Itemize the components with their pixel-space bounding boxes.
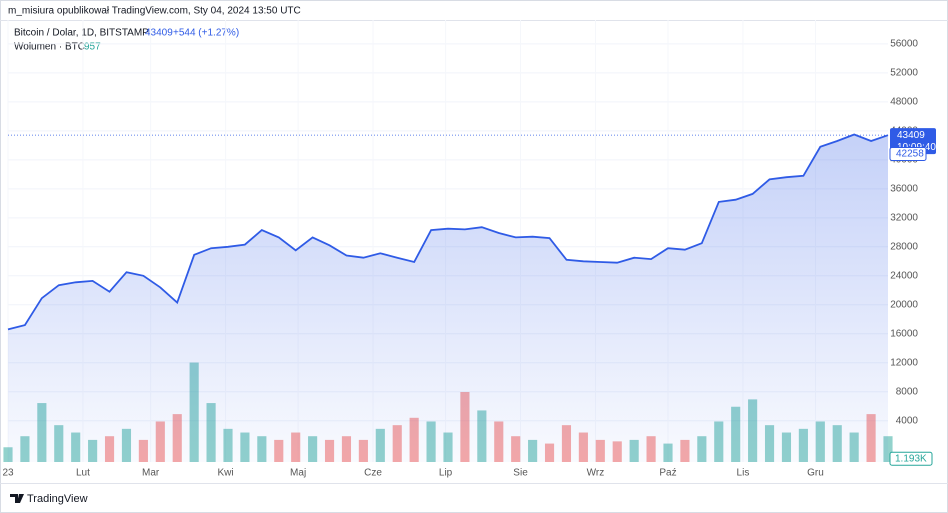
header: m_misiura opublikował TradingView.com, S… (8, 6, 301, 17)
x-tick-label: Gru (807, 468, 824, 479)
price-area (8, 134, 888, 462)
last-price-label: 43409 (897, 130, 925, 141)
y-tick-label: 48000 (890, 97, 918, 108)
y-tick-label: 16000 (890, 328, 918, 339)
x-tick-label: Lis (737, 468, 750, 479)
x-tick-label: Maj (290, 468, 306, 479)
volume-last-label: 1.193K (895, 453, 927, 464)
legend-price: 43409 (145, 28, 173, 39)
x-tick-label: Wrz (587, 468, 605, 479)
x-tick-label: Cze (364, 468, 382, 479)
volume-legend-value: 957 (84, 42, 101, 53)
x-tick-label: Lut (76, 468, 90, 479)
footer: TradingView (27, 493, 88, 505)
footer-logo (10, 494, 24, 503)
y-tick-label: 52000 (890, 68, 918, 79)
marker-price-box (889, 146, 927, 161)
volume-last-box (889, 451, 933, 466)
x-tick-label: Kwi (218, 468, 234, 479)
y-tick-label: 24000 (890, 270, 918, 281)
legend-title: Bitcoin / Dolar, 1D, BITSTAMP (14, 28, 149, 39)
y-tick-label: 4000 (896, 415, 919, 426)
price-line (7, 133, 889, 331)
y-tick-label: 20000 (890, 299, 918, 310)
x-tick-label: Lip (439, 468, 453, 479)
volume-title: Wolumen · BTC (14, 42, 85, 53)
y-tick-label: 8000 (896, 386, 919, 397)
x-tick-label: 23 (2, 468, 14, 479)
x-tick-label: Mar (142, 468, 160, 479)
x-tick-label: Sie (513, 468, 528, 479)
marker-price-label: 42258 (896, 149, 924, 160)
y-tick-label: 12000 (890, 357, 918, 368)
y-tick-label: 28000 (890, 241, 918, 252)
y-tick-label: 32000 (890, 212, 918, 223)
legend-change: +544 (+1.27%) (173, 28, 239, 39)
y-tick-label: 56000 (890, 39, 918, 50)
y-tick-label: 36000 (890, 183, 918, 194)
x-tick-label: Paź (659, 468, 676, 479)
